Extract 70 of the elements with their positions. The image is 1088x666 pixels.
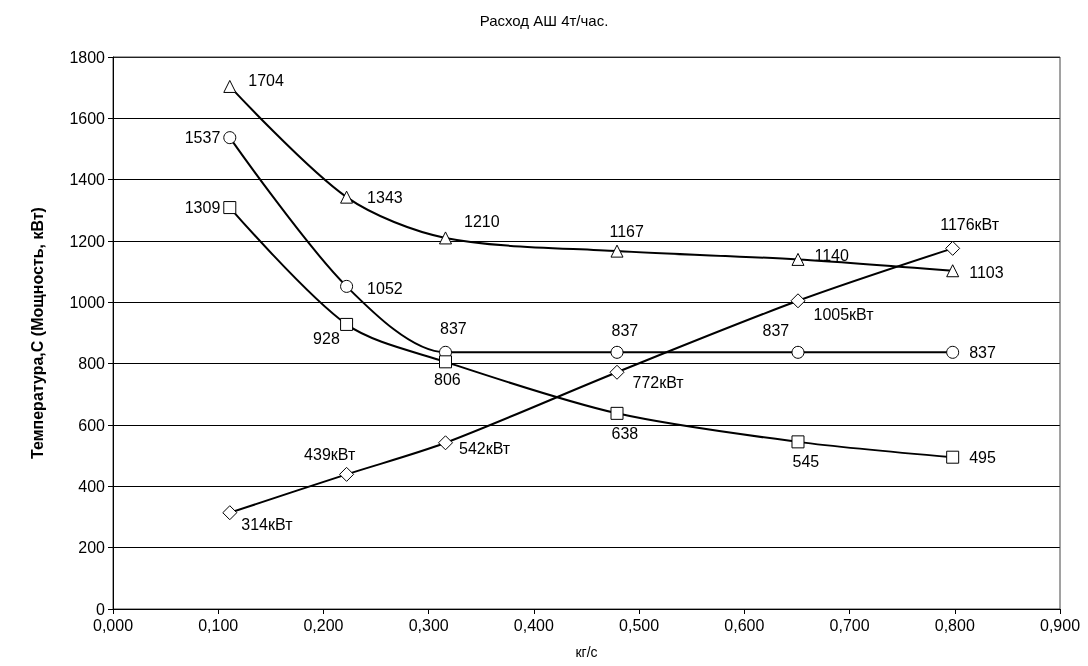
- data-label: 638: [611, 424, 639, 442]
- point: [946, 264, 960, 278]
- data-label: 1704: [248, 71, 284, 89]
- chart-title: Расход АШ 4т/час.: [479, 12, 609, 29]
- x-tick-label: 0,500: [619, 616, 660, 634]
- point: [610, 345, 624, 359]
- point: [946, 345, 960, 359]
- x-tick-label: 0,100: [198, 616, 239, 634]
- y-tick-label: 1600: [69, 109, 106, 127]
- x-tick-label: 0,000: [92, 616, 134, 634]
- data-label: 1103: [969, 264, 1004, 282]
- data-label: 1005кВт: [813, 306, 875, 324]
- point: [790, 293, 806, 309]
- point: [223, 79, 237, 93]
- point: [222, 505, 238, 521]
- x-tick-label: 0,300: [408, 616, 449, 634]
- data-label: 806: [434, 371, 461, 389]
- data-label: 1537: [184, 129, 221, 147]
- data-label: 1140: [814, 246, 849, 264]
- y-tick-label: 1200: [69, 232, 106, 250]
- data-label: 1176кВт: [940, 215, 1000, 233]
- y-tick-label: 0: [96, 600, 106, 618]
- point: [340, 317, 354, 331]
- point: [340, 279, 354, 293]
- data-label: 1167: [609, 222, 645, 240]
- point: [223, 131, 237, 145]
- x-tick-label: 0,900: [1039, 616, 1081, 634]
- y-tick-label: 1400: [69, 171, 106, 189]
- y-tick-label: 1000: [69, 293, 106, 311]
- data-label: 1343: [367, 188, 403, 206]
- x-tick-label: 0,400: [513, 616, 555, 634]
- y-tick-label: 1800: [69, 48, 106, 66]
- data-label: 1210: [464, 213, 500, 231]
- point: [339, 466, 355, 482]
- y-tick-label: 400: [78, 477, 106, 495]
- x-tick-label: 0,200: [303, 616, 344, 634]
- data-label: 928: [313, 329, 340, 347]
- data-label: 495: [969, 448, 996, 466]
- data-label: 837: [762, 321, 790, 339]
- x-axis-title: кг/с: [575, 644, 598, 660]
- point: [438, 435, 453, 451]
- y-axis-title: Температура,С (Мощность, кВт): [28, 207, 46, 459]
- x-tick-label: 0,800: [934, 616, 975, 634]
- data-label: 545: [792, 453, 820, 471]
- point: [223, 201, 237, 215]
- data-label: 772кВт: [632, 373, 685, 391]
- point: [791, 252, 805, 266]
- point: [946, 450, 960, 464]
- point: [610, 406, 624, 420]
- data-label: 1309: [184, 199, 221, 217]
- y-tick-label: 800: [78, 355, 106, 373]
- data-label: 837: [611, 321, 639, 339]
- point: [945, 240, 961, 256]
- data-label: 837: [969, 343, 996, 361]
- point: [439, 355, 452, 369]
- data-label: 314кВт: [241, 516, 294, 534]
- point: [610, 244, 624, 258]
- point: [340, 190, 354, 204]
- data-label: 439кВт: [304, 445, 356, 463]
- point: [791, 345, 805, 359]
- x-tick-label: 0,600: [724, 616, 765, 634]
- point: [609, 364, 625, 380]
- point: [439, 231, 452, 245]
- x-tick-label: 0,700: [829, 616, 870, 634]
- data-label: 542кВт: [459, 440, 511, 458]
- data-label: 837: [440, 319, 467, 337]
- y-tick-label: 200: [78, 539, 106, 557]
- y-tick-label: 600: [78, 416, 106, 434]
- point: [791, 435, 805, 449]
- data-label: 1052: [367, 279, 403, 297]
